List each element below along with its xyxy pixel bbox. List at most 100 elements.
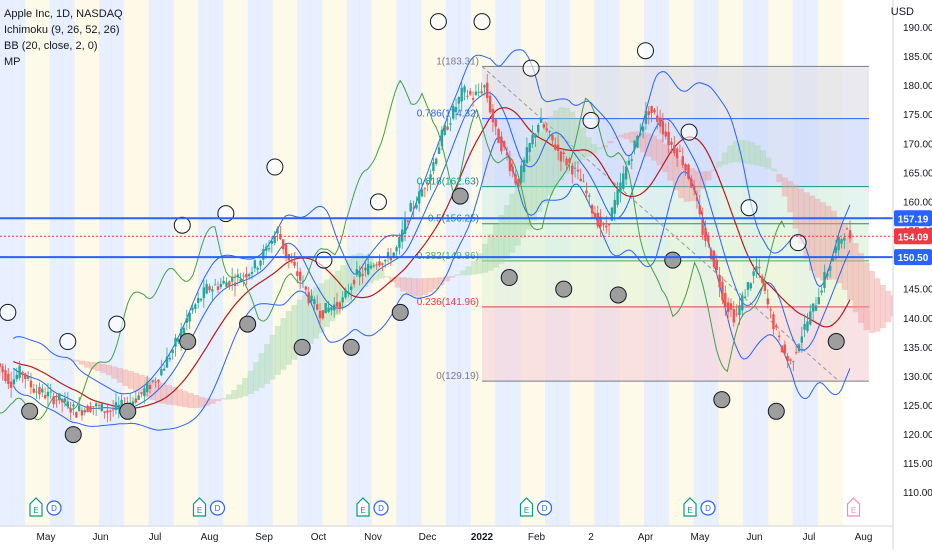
price-axis-tick: 140.00 [903,314,932,325]
candle-body [321,310,325,319]
candle-body [565,158,568,166]
session-stripe [222,0,236,526]
horizontal-level-tag [894,210,932,227]
candle-body [233,282,237,287]
candle-body [367,263,370,275]
filled-circle [293,338,311,356]
session-stripe [123,0,137,526]
cloud-segment [296,299,303,355]
candle-body [488,95,492,113]
candle-body [242,275,245,277]
dividend-marker-label: D [51,504,57,513]
candle-body [800,336,804,343]
candle-body [633,140,636,150]
candle-body [772,314,775,330]
cloud-segment [133,372,140,392]
cloud-segment [345,259,352,303]
candle-body [460,87,463,102]
candle-body [704,227,707,241]
candle-body [66,401,69,407]
time-axis-tick: May [691,532,710,543]
session-stripe [148,0,162,526]
price-axis-tick: 170.00 [903,139,932,150]
open-circle [740,199,758,217]
indicator-ichimoku[interactable]: Ichimoku (9, 26, 52, 26) [4,24,120,36]
candle-body [432,162,435,172]
dividend-marker [46,500,62,516]
candle-body [12,379,16,385]
candle-body [503,141,506,148]
candle-body [525,147,529,164]
session-stripe [61,0,75,526]
candle-body [114,402,118,410]
earnings-marker-label: E [524,506,529,515]
session-stripe [161,0,174,526]
cloud-segment [198,396,205,408]
cloud-segment [100,363,107,374]
candle-body [89,406,92,412]
candle-body [69,409,72,413]
candle-body [259,260,262,266]
candle-body [517,178,520,186]
cloud-segment [814,198,821,278]
filled-circle [119,402,137,420]
open-circle [473,13,491,31]
cloud-segment [334,270,341,316]
cloud-segment [661,143,668,173]
last-price-tag [894,228,932,245]
candle-body [120,399,123,408]
indicator-mp[interactable]: MP [4,56,21,68]
candle-body [49,391,52,393]
candle-body [789,359,792,361]
cloud-segment [351,254,358,297]
cloud-segment [73,359,80,362]
candle-body [83,410,87,413]
candle-body [177,339,180,342]
candle-body [137,395,140,400]
session-stripe [37,0,51,526]
cloud-segment [525,155,532,230]
cloud-segment [476,253,483,274]
candle-body [284,244,288,257]
open-circle [266,158,284,176]
cloud-segment [149,379,156,401]
symbol-title[interactable]: Apple Inc, 1D, NASDAQ [4,8,123,20]
candle-body [758,266,761,268]
cloud-segment [269,334,276,380]
candle-body [539,117,543,123]
candle-body [307,292,310,304]
currency-label: USD [890,6,914,18]
filled-circle [664,251,682,269]
cloud-segment [285,311,292,365]
indicator-bb[interactable]: BB (20, close, 2, 0) [4,40,98,52]
cloud-segment [591,143,598,154]
open-circle [59,333,77,351]
cloud-segment [650,135,657,161]
candle-body [709,249,713,260]
candle-body [480,91,483,94]
candle-body [403,218,407,234]
candle-body [786,355,789,362]
candle-body [687,164,690,179]
cloud-segment [264,343,271,384]
cloud-segment [885,290,892,323]
session-stripe [421,0,435,526]
open-circle [582,112,600,130]
cloud-segment [122,369,129,387]
candle-body [162,368,166,371]
candle-body [239,279,242,282]
candle-body [350,286,353,291]
candle-body [806,321,809,331]
open-circle [315,251,333,269]
candle-body [559,151,563,162]
candle-body [52,396,55,405]
candle-body [372,265,376,267]
session-stripe [371,0,385,526]
cloud-segment [242,378,249,397]
cloud-segment [62,358,69,360]
open-circle [522,59,540,77]
cloud-segment [792,184,799,229]
candle-body [494,119,497,127]
